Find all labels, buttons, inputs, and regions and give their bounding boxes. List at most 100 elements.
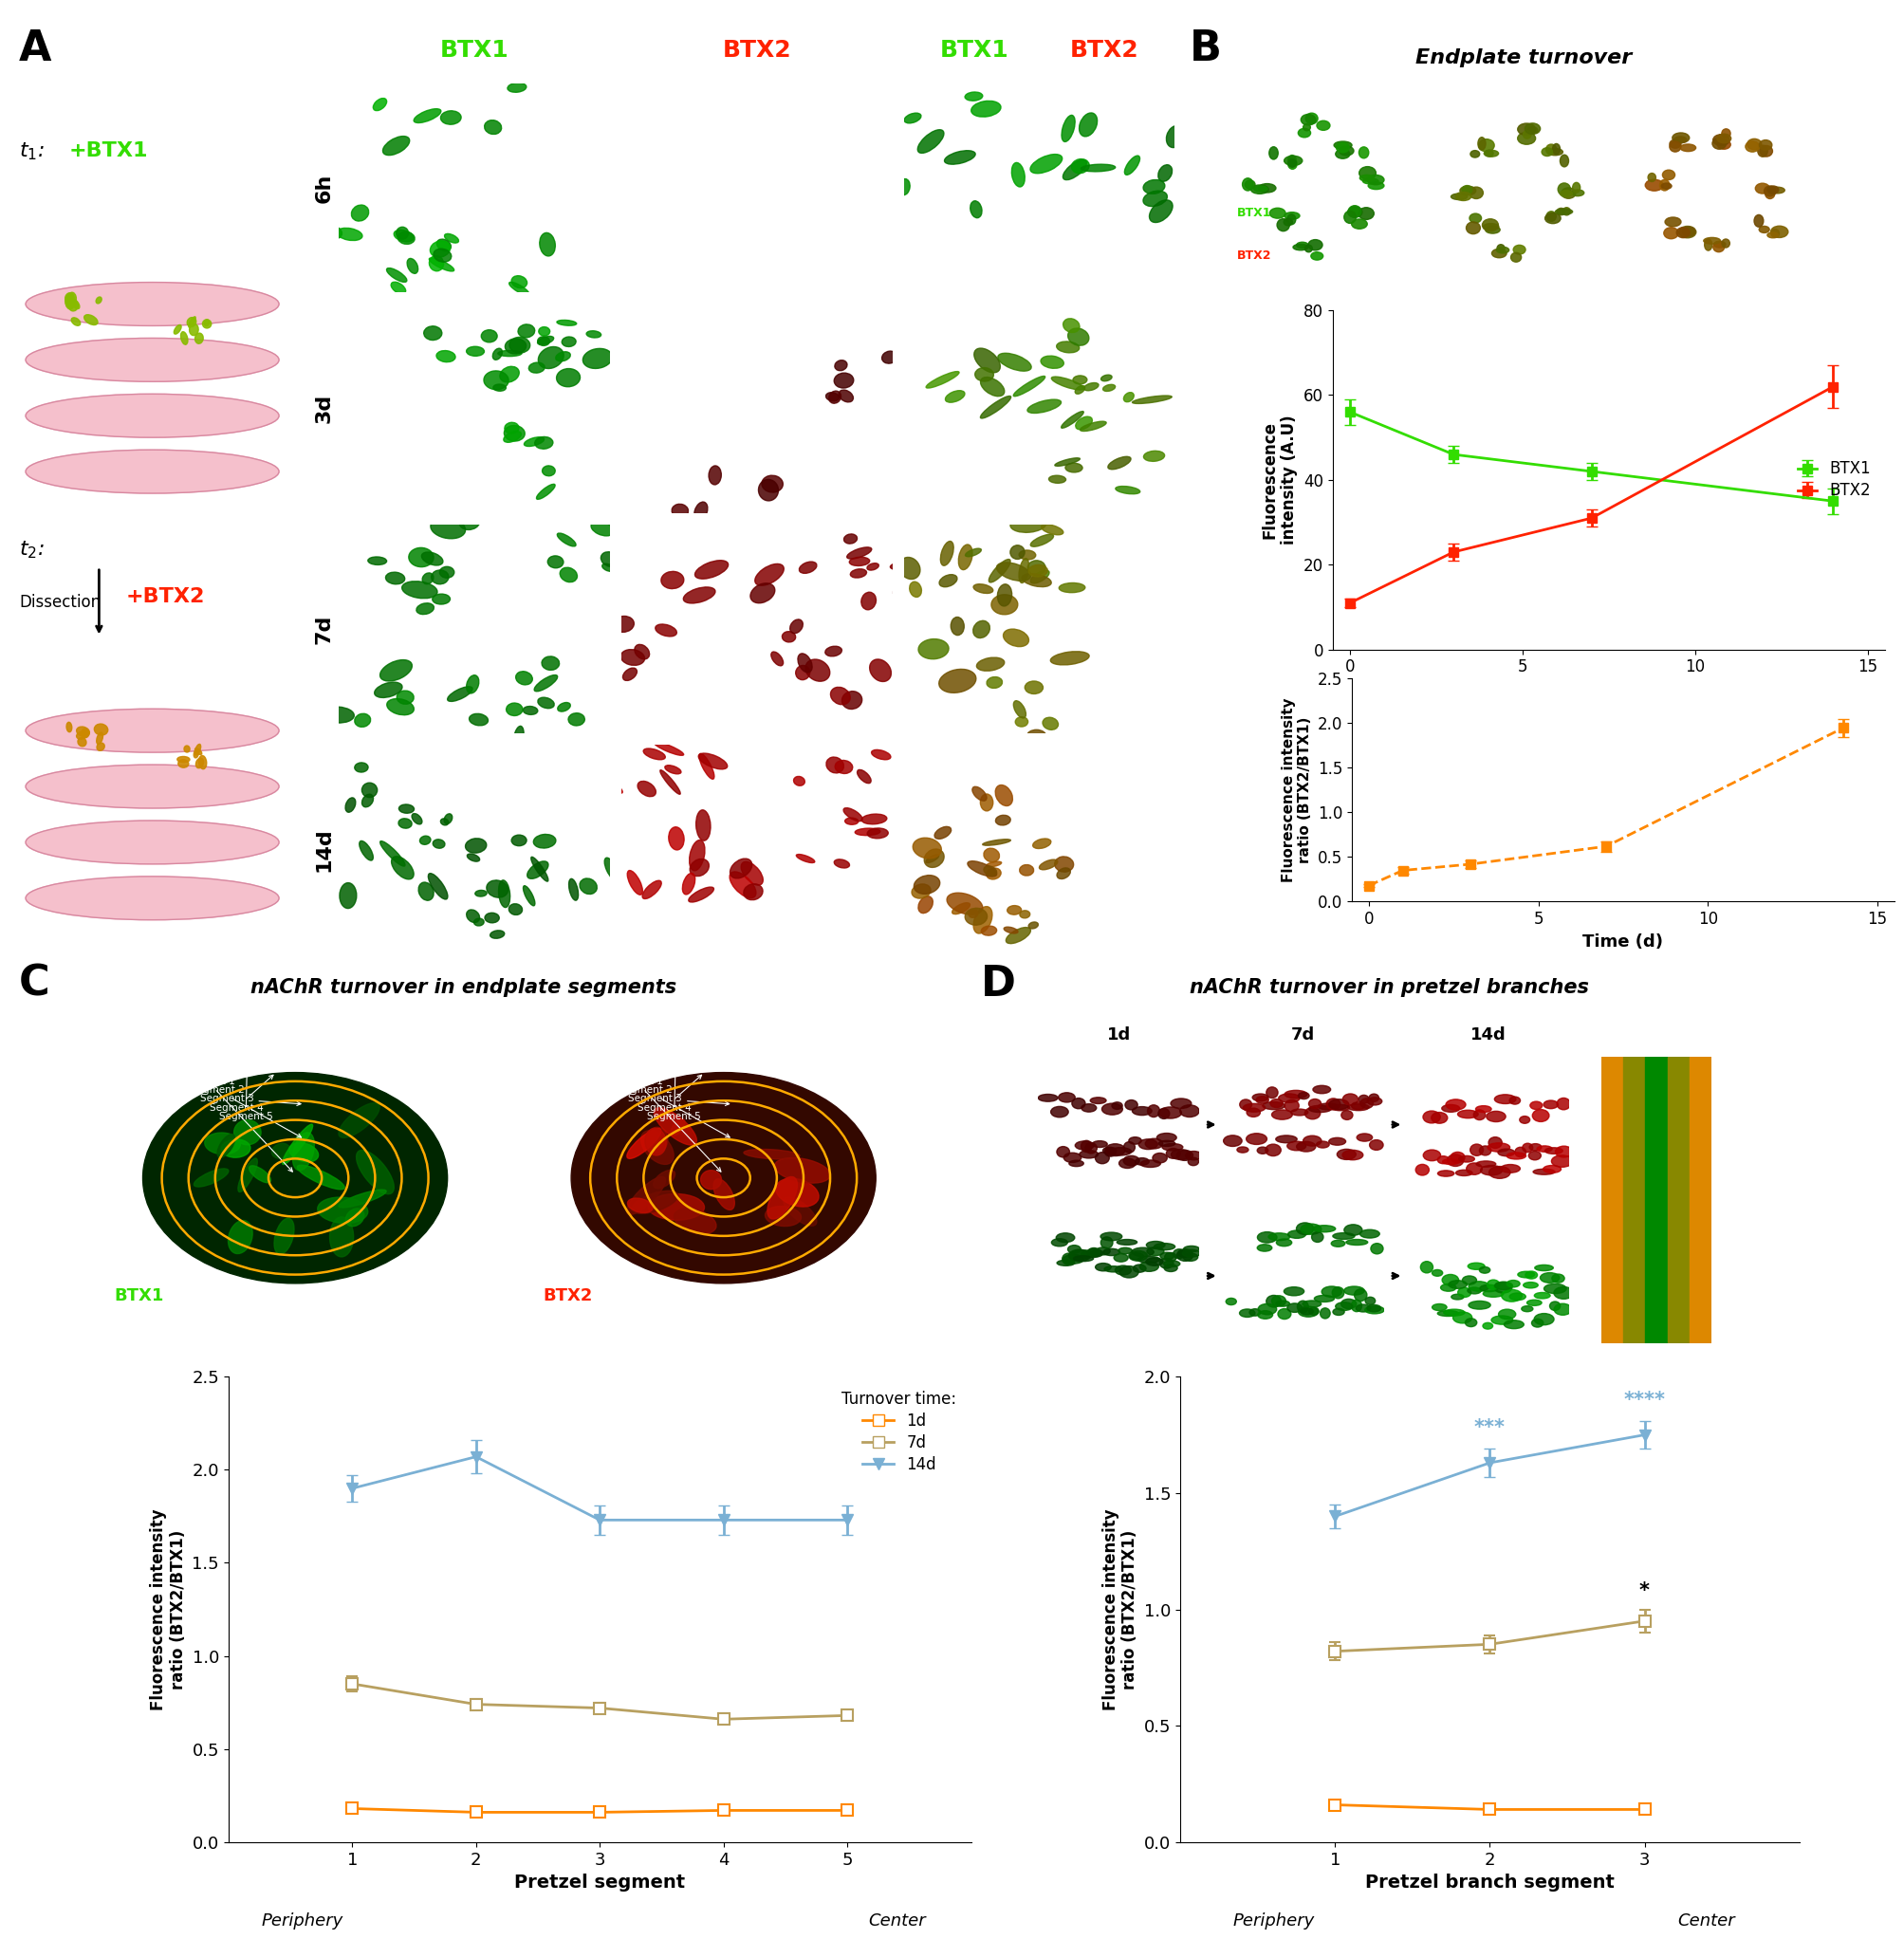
Ellipse shape — [1055, 458, 1080, 465]
Text: Segment 4: Segment 4 — [638, 1074, 703, 1113]
Ellipse shape — [682, 873, 695, 894]
Ellipse shape — [1495, 1282, 1512, 1293]
Ellipse shape — [697, 811, 710, 842]
Ellipse shape — [849, 556, 870, 566]
Ellipse shape — [428, 873, 447, 900]
Ellipse shape — [1432, 1303, 1447, 1311]
Ellipse shape — [381, 659, 411, 681]
Ellipse shape — [1257, 1096, 1268, 1103]
Ellipse shape — [1422, 1150, 1441, 1161]
Ellipse shape — [1502, 1289, 1521, 1301]
Ellipse shape — [988, 558, 1011, 582]
Ellipse shape — [25, 450, 280, 493]
Ellipse shape — [1441, 1284, 1457, 1291]
Ellipse shape — [634, 857, 645, 869]
Ellipse shape — [1346, 1239, 1367, 1245]
Ellipse shape — [187, 318, 196, 328]
Ellipse shape — [861, 591, 876, 609]
Ellipse shape — [1470, 186, 1483, 198]
Ellipse shape — [967, 861, 998, 876]
Ellipse shape — [1259, 1311, 1272, 1319]
Ellipse shape — [489, 931, 505, 938]
Ellipse shape — [1028, 564, 1047, 576]
Ellipse shape — [1443, 1160, 1458, 1165]
Ellipse shape — [1468, 1301, 1491, 1309]
Ellipse shape — [1759, 145, 1773, 157]
Ellipse shape — [1081, 165, 1116, 171]
Ellipse shape — [1348, 207, 1361, 217]
Ellipse shape — [339, 1103, 379, 1138]
Ellipse shape — [805, 659, 830, 681]
Ellipse shape — [1011, 516, 1047, 533]
Ellipse shape — [1102, 1148, 1116, 1154]
Ellipse shape — [579, 789, 598, 799]
Ellipse shape — [537, 485, 556, 500]
Ellipse shape — [1483, 1289, 1504, 1297]
Ellipse shape — [444, 814, 453, 824]
Ellipse shape — [1304, 1107, 1319, 1119]
Ellipse shape — [904, 112, 922, 124]
Ellipse shape — [543, 655, 560, 671]
Ellipse shape — [586, 332, 602, 337]
Ellipse shape — [1177, 1150, 1194, 1161]
Ellipse shape — [179, 760, 188, 768]
Ellipse shape — [866, 828, 887, 838]
Legend: BTX1, BTX2: BTX1, BTX2 — [1792, 454, 1877, 506]
Ellipse shape — [84, 314, 97, 326]
Ellipse shape — [1293, 244, 1308, 250]
Ellipse shape — [1679, 143, 1696, 151]
Ellipse shape — [1331, 1241, 1344, 1247]
Ellipse shape — [1240, 1099, 1251, 1109]
Ellipse shape — [1443, 1309, 1464, 1317]
Ellipse shape — [1173, 1249, 1184, 1258]
Ellipse shape — [1455, 192, 1472, 200]
Ellipse shape — [1754, 215, 1763, 227]
Ellipse shape — [272, 1144, 289, 1158]
Ellipse shape — [249, 1165, 270, 1183]
Text: 2: 2 — [1674, 1379, 1683, 1392]
Ellipse shape — [531, 857, 548, 882]
Text: BTX2: BTX2 — [543, 1287, 592, 1305]
Ellipse shape — [1041, 357, 1064, 368]
Ellipse shape — [1270, 1099, 1283, 1107]
Ellipse shape — [668, 826, 684, 849]
Ellipse shape — [602, 553, 619, 566]
Ellipse shape — [93, 723, 109, 735]
Ellipse shape — [1276, 1136, 1297, 1142]
Ellipse shape — [986, 869, 1002, 880]
Ellipse shape — [1112, 1101, 1123, 1109]
Ellipse shape — [1352, 1101, 1365, 1109]
Ellipse shape — [784, 1196, 817, 1225]
Ellipse shape — [1510, 252, 1521, 262]
Ellipse shape — [992, 595, 1019, 615]
Ellipse shape — [1755, 184, 1769, 194]
Ellipse shape — [425, 326, 442, 339]
Text: Center: Center — [868, 1912, 925, 1929]
Ellipse shape — [1285, 211, 1300, 219]
Ellipse shape — [583, 349, 613, 368]
Ellipse shape — [413, 109, 442, 122]
Ellipse shape — [390, 281, 406, 295]
Ellipse shape — [1348, 1103, 1369, 1111]
Ellipse shape — [1068, 1245, 1081, 1253]
Ellipse shape — [1335, 1303, 1352, 1311]
Ellipse shape — [512, 836, 527, 845]
Ellipse shape — [1171, 1099, 1192, 1109]
Ellipse shape — [586, 741, 605, 756]
Ellipse shape — [1028, 923, 1038, 929]
Ellipse shape — [1283, 219, 1293, 225]
Ellipse shape — [1051, 376, 1083, 390]
Ellipse shape — [872, 750, 891, 760]
Ellipse shape — [977, 657, 1005, 671]
Ellipse shape — [912, 838, 941, 859]
Ellipse shape — [499, 880, 510, 907]
Ellipse shape — [466, 853, 480, 861]
Ellipse shape — [653, 1107, 697, 1146]
Ellipse shape — [337, 229, 362, 240]
Ellipse shape — [1348, 206, 1361, 217]
Ellipse shape — [918, 896, 933, 913]
Ellipse shape — [188, 316, 196, 328]
Ellipse shape — [1003, 927, 1019, 933]
Ellipse shape — [1226, 1297, 1236, 1305]
Ellipse shape — [1369, 182, 1384, 190]
